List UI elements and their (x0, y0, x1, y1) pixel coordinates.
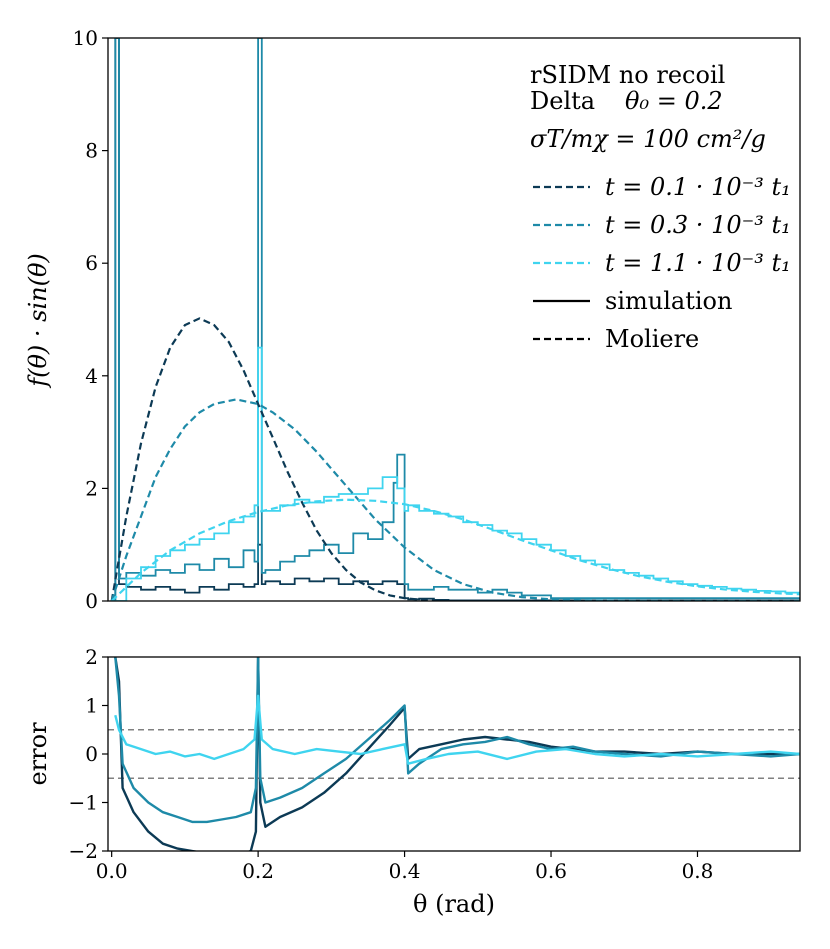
x-tick-label-0: 0.0 (96, 859, 128, 883)
main-series-1 (110, 398, 800, 601)
x-tick-label-3: 0.6 (535, 859, 567, 883)
legend-title-line-1: rSIDM no recoil (530, 61, 725, 89)
error-x-ticks: 0.0 0.2 0.4 0.6 0.8 (96, 851, 714, 883)
main-y-tick-label-5: 10 (73, 26, 98, 50)
main-y-tick-label-4: 8 (85, 139, 98, 163)
main-y-tick-label-0: 0 (85, 589, 98, 613)
legend-label-1: t = 0.3 · 10⁻³ t₁ (605, 211, 791, 239)
legend-title-line-3: σT/mχ = 100 cm²/g (530, 125, 766, 153)
error-y-tick-label-0: −2 (69, 839, 98, 863)
legend-title-line-2: Delta (530, 87, 595, 115)
main-y-tick-label-2: 4 (85, 364, 98, 388)
legend-label-4: Moliere (605, 325, 699, 353)
main-y-tick-label-1: 2 (85, 476, 98, 500)
legend-title-line-2b: θ₀ = 0.2 (625, 87, 723, 115)
error-plot-area (108, 657, 800, 851)
legend-label-0: t = 0.1 · 10⁻³ t₁ (605, 173, 791, 201)
error-series-1 (114, 657, 800, 824)
x-tick-label-4: 0.8 (682, 859, 714, 883)
error-y-ticks: −2 −1 0 1 2 (69, 645, 108, 863)
legend-label-3: simulation (605, 287, 732, 315)
legend: rSIDM no recoil Delta θ₀ = 0.2 σT/mχ = 1… (530, 61, 791, 353)
main-y-tick-label-3: 6 (85, 251, 98, 275)
main-series-4 (111, 38, 800, 601)
x-tick-label-2: 0.4 (389, 859, 421, 883)
legend-entries: t = 0.1 · 10⁻³ t₁ t = 0.3 · 10⁻³ t₁ t = 1.… (533, 173, 791, 353)
error-y-tick-label-4: 2 (85, 645, 98, 669)
main-series-2 (110, 498, 800, 601)
error-y-tick-label-2: 0 (85, 742, 98, 766)
main-series-3 (111, 38, 800, 601)
x-tick-label-1: 0.2 (242, 859, 274, 883)
error-panel: −2 −1 0 1 2 0.0 0.2 0.4 0.6 0.8 error θ (rad) (24, 645, 801, 918)
x-axis-label: θ (rad) (413, 890, 495, 918)
error-y-tick-label-1: −1 (69, 791, 98, 815)
main-series-5 (111, 346, 800, 601)
error-y-tick-label-3: 1 (85, 694, 98, 718)
main-y-label: f(θ) · sin(θ) (24, 253, 52, 389)
legend-label-2: t = 1.1 · 10⁻³ t₁ (605, 249, 791, 277)
main-plot-area (110, 38, 800, 601)
main-axes-frame (107, 37, 801, 602)
main-series-0 (110, 317, 800, 601)
error-y-label: error (24, 722, 52, 786)
main-panel: 0 2 4 6 8 10 f(θ) · sin(θ) rSIDM no recoil De… (24, 26, 801, 613)
error-series-2 (114, 694, 800, 765)
main-y-ticks: 0 2 4 6 8 10 (73, 26, 108, 613)
